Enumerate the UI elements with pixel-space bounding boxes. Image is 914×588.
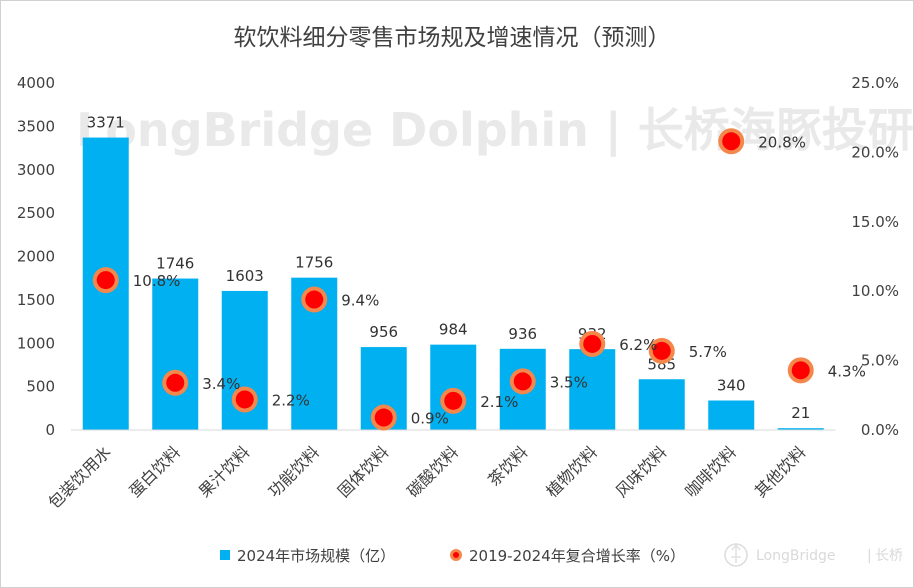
category-label: 植物饮料	[542, 442, 601, 501]
category-label: 其他饮料	[751, 442, 810, 501]
growth-value-label: 10.8%	[133, 272, 181, 290]
category-label: 碳酸饮料	[403, 442, 462, 501]
growth-value-label: 5.7%	[689, 343, 727, 361]
chart-title: 软饮料细分零售市场规及增速情况（预测）	[234, 25, 671, 51]
growth-value-label: 4.3%	[828, 362, 866, 380]
growth-point-8	[579, 330, 606, 357]
bar-value-label: 3371	[87, 114, 125, 132]
growth-point-10	[718, 128, 745, 155]
right-tick-label: 15.0%	[851, 213, 899, 231]
growth-point-core	[722, 132, 741, 151]
growth-point-core	[96, 271, 115, 290]
growth-point-11	[787, 357, 814, 384]
left-tick-label: 500	[26, 378, 55, 396]
growth-point-core	[374, 408, 393, 427]
growth-value-label: 3.4%	[202, 375, 240, 393]
bar-value-label: 340	[717, 377, 746, 395]
growth-point-7	[509, 368, 536, 395]
growth-point-core	[235, 390, 254, 409]
growth-value-label: 2.2%	[272, 391, 310, 409]
right-tick-label: 10.0%	[851, 282, 899, 300]
left-axis-ticks: 0 500 1000 1500 2000 2500 3000 3500 4000	[17, 74, 55, 439]
legend-point-label: 2019-2024年复合增长率（%）	[469, 547, 685, 565]
bar-value-label: 936	[508, 325, 537, 343]
growth-point-core	[791, 361, 810, 380]
left-tick-label: 3500	[17, 117, 55, 135]
brand-logo: LongBridge | 长桥	[724, 543, 903, 567]
bar-value-label: 1746	[156, 255, 194, 273]
right-tick-label: 5.0%	[861, 352, 899, 370]
left-tick-label: 0	[45, 421, 55, 439]
growth-value-label: 9.4%	[341, 292, 379, 310]
bar-6	[430, 344, 477, 430]
category-label: 咖啡饮料	[681, 442, 740, 501]
bar-value-label: 1603	[226, 267, 264, 285]
growth-labels-group: 10.8% 3.4% 2.2% 9.4% 0.9% 2.1% 3.5% 6.2% 5.7% 20.…	[133, 133, 866, 427]
bar-value-label: 984	[439, 321, 468, 339]
bars-group	[82, 137, 824, 431]
bar-9	[638, 379, 685, 430]
bar-11	[777, 428, 824, 430]
brand-name: LongBridge	[756, 548, 836, 564]
category-label: 果汁饮料	[195, 442, 254, 501]
growth-value-label: 2.1%	[480, 393, 518, 411]
growth-point-3	[231, 386, 258, 413]
growth-point-5	[370, 404, 397, 431]
growth-value-label: 3.5%	[550, 373, 588, 391]
right-tick-label: 0.0%	[861, 421, 899, 439]
bar-value-label: 21	[791, 404, 810, 422]
left-tick-label: 2000	[17, 248, 55, 266]
growth-point-1	[92, 267, 119, 294]
category-label: 功能饮料	[264, 442, 323, 501]
growth-points-group	[92, 128, 814, 431]
legend-bar-swatch	[220, 550, 230, 560]
left-tick-label: 4000	[17, 74, 55, 92]
growth-value-label: 20.8%	[758, 133, 806, 151]
bar-value-label: 956	[369, 323, 398, 341]
right-tick-label: 25.0%	[851, 74, 899, 92]
right-axis-ticks: 0.0% 5.0% 10.0% 15.0% 20.0% 25.0%	[851, 74, 899, 439]
left-tick-label: 3000	[17, 161, 55, 179]
left-tick-label: 1000	[17, 334, 55, 352]
category-label: 风味饮料	[612, 442, 671, 501]
growth-point-core	[513, 372, 532, 391]
growth-point-core	[583, 334, 602, 353]
growth-point-6	[440, 387, 467, 414]
legend: 2024年市场规模（亿） 2019-2024年复合增长率（%）	[220, 547, 685, 565]
legend-point-core	[453, 552, 459, 558]
bar-labels-group: 337117461603175695698493693258534021	[87, 114, 811, 423]
left-tick-label: 2500	[17, 204, 55, 222]
bar-value-label: 1756	[295, 254, 333, 272]
bar-8	[569, 349, 616, 430]
brand-divider: |	[867, 548, 872, 564]
watermark-text: LongBridge Dolphin | 长桥海豚投研	[76, 103, 913, 158]
growth-point-core	[305, 290, 324, 309]
category-label: 蛋白饮料	[125, 442, 184, 501]
brand-logo-glyph	[731, 543, 741, 563]
growth-point-9	[648, 337, 675, 364]
category-label: 固体饮料	[334, 442, 393, 501]
category-label: 茶饮料	[484, 442, 531, 489]
bar-2	[152, 278, 199, 430]
growth-point-core	[444, 391, 463, 410]
right-tick-label: 20.0%	[851, 143, 899, 161]
left-tick-label: 1500	[17, 291, 55, 309]
growth-point-core	[652, 341, 671, 360]
brand-sub: 长桥	[875, 548, 903, 564]
category-label: 包装饮用水	[45, 442, 115, 512]
growth-point-4	[301, 286, 328, 313]
growth-value-label: 0.9%	[411, 410, 449, 428]
legend-bar-label: 2024年市场规模（亿）	[237, 547, 395, 565]
category-labels: 包装饮用水 蛋白饮料 果汁饮料 功能饮料 固体饮料 碳酸饮料 茶饮料 植物饮料 风味饮料 咖啡饮料…	[45, 442, 810, 512]
growth-point-core	[166, 373, 185, 392]
growth-value-label: 6.2%	[619, 336, 657, 354]
bar-10	[708, 400, 755, 430]
growth-point-2	[162, 369, 189, 396]
